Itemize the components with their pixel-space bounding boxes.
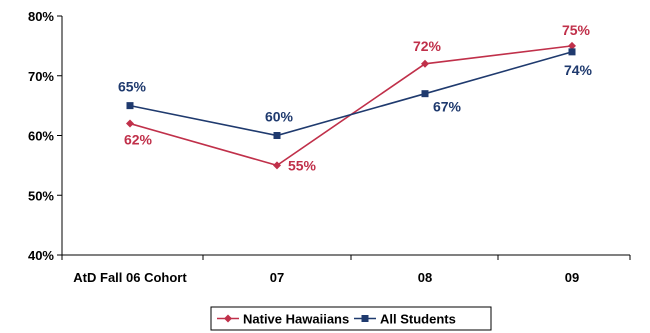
data-point [126,119,134,128]
data-point [126,102,134,110]
series-all-students: 65% 60% 67% 74% [118,48,593,139]
y-tick-label: 70% [28,69,54,84]
series-group: 62% 55% 72% 75% 65% 60% 67% 74% [118,22,593,174]
data-label: 65% [118,79,147,95]
y-tick-label: 40% [28,248,54,263]
data-point [568,41,576,50]
legend-marker [224,314,232,323]
series-line [129,51,573,137]
series-line [129,45,573,167]
legend-label: All Students [380,312,456,327]
data-point [421,90,429,98]
y-tick-label: 80% [28,9,54,24]
x-axis-ticks: AtD Fall 06 Cohort 07 08 09 [61,255,631,285]
x-tick-label: AtD Fall 06 Cohort [73,270,187,285]
x-tick-label: 09 [565,270,579,285]
x-tick-label: 08 [418,270,432,285]
data-point [421,59,429,68]
data-point [273,161,281,170]
data-point [568,48,576,56]
data-label: 67% [433,99,462,115]
data-label: 74% [564,62,593,78]
x-tick-label: 07 [270,270,284,285]
data-label: 60% [265,109,294,125]
legend-marker [361,315,369,322]
y-tick-label: 50% [28,188,54,203]
data-point [273,132,281,139]
y-tick-label: 60% [28,129,54,144]
data-label: 62% [124,132,153,148]
legend-box [210,306,492,331]
data-label: 72% [413,38,442,54]
data-label: 75% [562,22,591,38]
legend-item: All Students [354,312,456,327]
y-axis-ticks: 40% 50% 60% 70% 80% [28,9,62,263]
legend: Native Hawaiians All Students [210,306,492,331]
series-native-hawaiians: 62% 55% 72% 75% [124,22,591,174]
data-label: 55% [288,157,317,173]
legend-label: Native Hawaiians [243,312,349,327]
legend-item: Native Hawaiians [217,312,349,327]
